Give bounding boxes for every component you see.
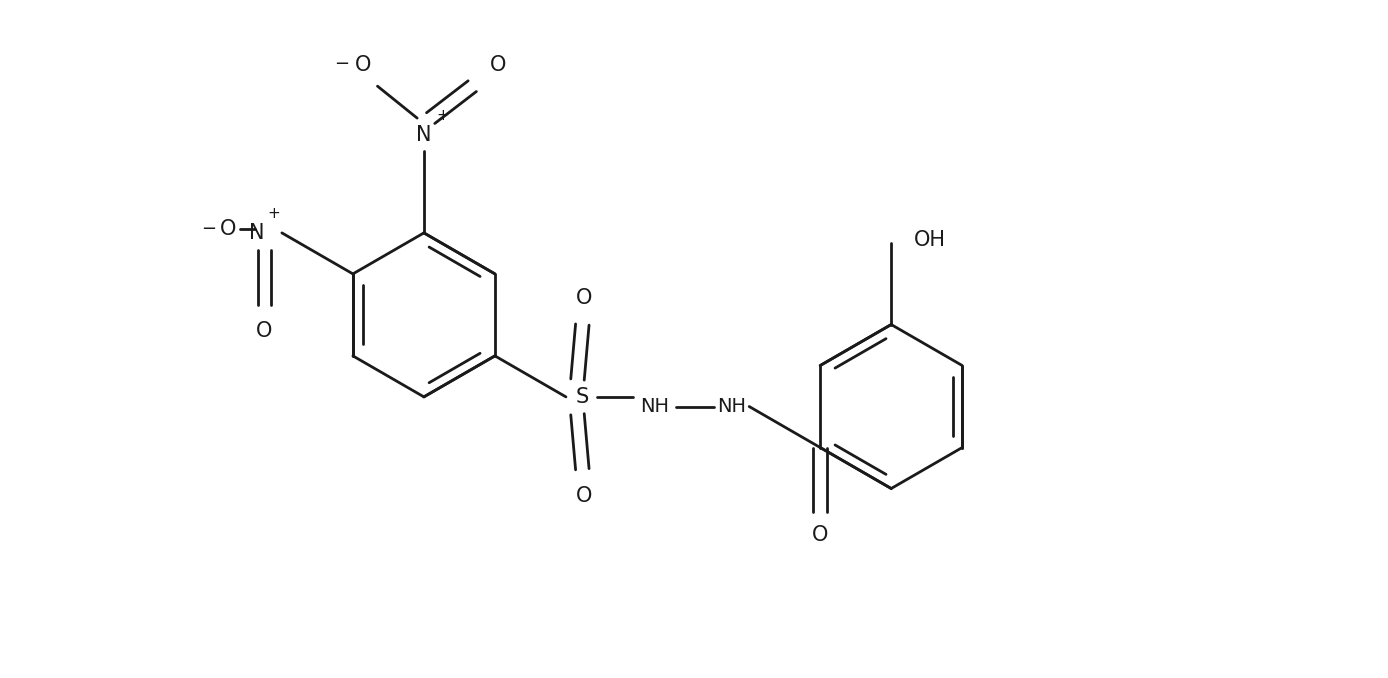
Text: +: + bbox=[268, 206, 280, 221]
Text: O: O bbox=[490, 55, 507, 75]
Text: N: N bbox=[248, 223, 265, 243]
Text: NH: NH bbox=[640, 397, 669, 416]
Text: NH: NH bbox=[718, 397, 747, 416]
Text: O: O bbox=[812, 525, 829, 544]
Text: N: N bbox=[416, 125, 432, 144]
Text: −: − bbox=[335, 55, 350, 73]
Text: O: O bbox=[257, 321, 272, 341]
Text: O: O bbox=[576, 287, 593, 308]
Text: S: S bbox=[576, 387, 589, 407]
Text: OH: OH bbox=[913, 230, 945, 250]
Text: O: O bbox=[355, 55, 371, 75]
Text: O: O bbox=[219, 219, 236, 239]
Text: +: + bbox=[437, 108, 450, 123]
Text: O: O bbox=[576, 486, 593, 506]
Text: −: − bbox=[201, 220, 217, 238]
